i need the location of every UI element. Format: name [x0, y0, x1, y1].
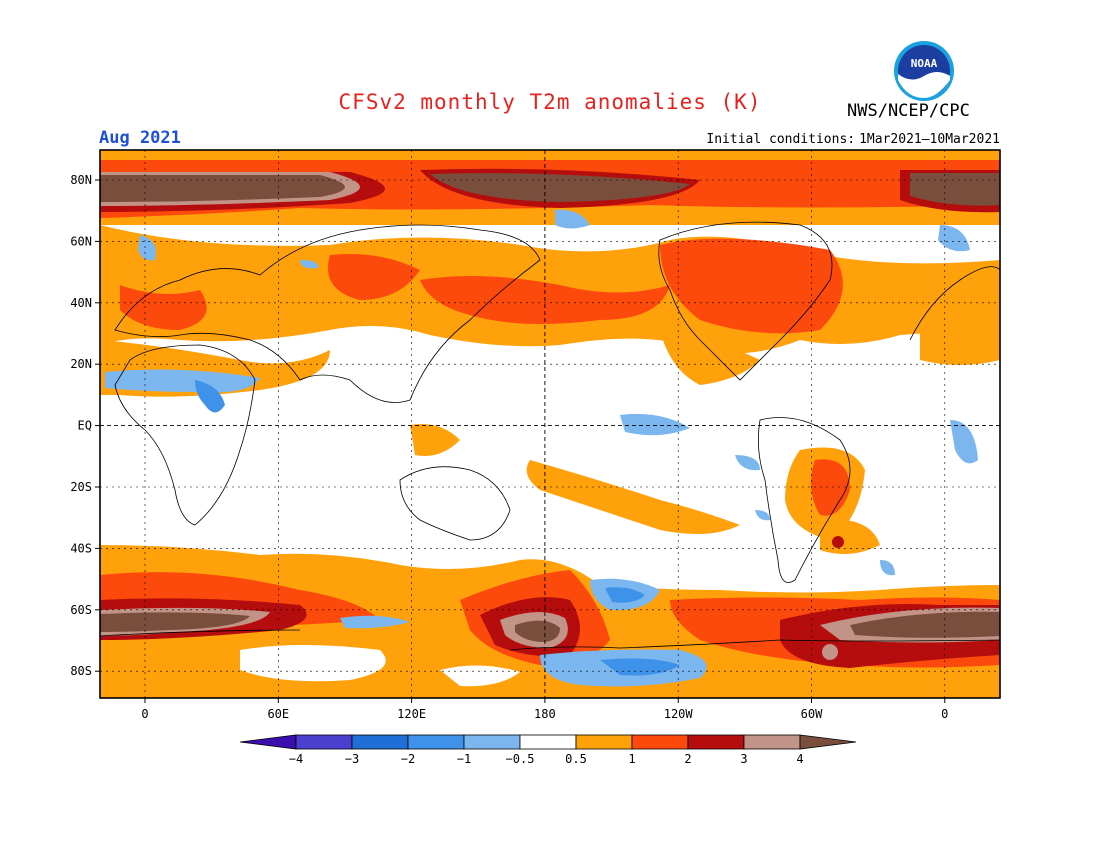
- initial-conditions-value: 1Mar2021–10Mar2021: [859, 132, 1000, 147]
- forecast-month: Aug 2021: [99, 128, 181, 148]
- initial-conditions: Initial conditions: 1Mar2021–10Mar2021: [702, 132, 1000, 147]
- latitude-axis: 80N 60N 40N 20N EQ 20S 40S 60S 80S: [70, 173, 100, 678]
- legend-swatch: [519, 734, 577, 750]
- lon-label: 120E: [397, 707, 426, 721]
- lat-label: 20N: [70, 357, 92, 371]
- lat-label: 60S: [70, 603, 92, 617]
- lon-label: 0: [141, 707, 148, 721]
- legend-swatch: [463, 734, 521, 750]
- legend-swatch: [575, 734, 633, 750]
- legend-swatch: [687, 734, 745, 750]
- lat-label: 80N: [70, 173, 92, 187]
- lon-label: 60E: [267, 707, 289, 721]
- graticule: [100, 150, 1000, 698]
- lon-label: 180: [534, 707, 556, 721]
- legend-tick-label: −2: [401, 752, 415, 766]
- lon-label: 120W: [664, 707, 694, 721]
- legend-tick-label: 4: [796, 752, 803, 766]
- legend-tick-label: −1: [457, 752, 471, 766]
- legend-tick-label: 3: [740, 752, 747, 766]
- color-legend: −4 −3 −2 −1 −0.5 0.5 1 2 3 4: [239, 734, 857, 766]
- legend-tick-label: 0.5: [565, 752, 587, 766]
- lon-label: 60W: [801, 707, 823, 721]
- legend-tick-label: −4: [289, 752, 303, 766]
- legend-tick-label: 1: [628, 752, 635, 766]
- legend-tick-label: 2: [684, 752, 691, 766]
- lon-label: 0: [941, 707, 948, 721]
- lat-label: 40N: [70, 296, 92, 310]
- chart-title: CFSv2 monthly T2m anomalies (K): [338, 90, 762, 114]
- lat-label: EQ: [78, 419, 92, 433]
- agency-label: NWS/NCEP/CPC: [847, 101, 970, 121]
- legend-swatch: [631, 734, 689, 750]
- map-frame: [99, 149, 1001, 699]
- noaa-logo: NOAA: [894, 41, 954, 101]
- lat-label: 60N: [70, 234, 92, 248]
- lat-label: 20S: [70, 480, 92, 494]
- legend-swatch: [351, 734, 409, 750]
- legend-swatch: [407, 734, 465, 750]
- longitude-axis: 0 60E 120E 180 120W 60W 0: [141, 698, 948, 721]
- legend-tick-label: −3: [345, 752, 359, 766]
- lat-label: 40S: [70, 541, 92, 555]
- anomaly-field: [100, 150, 1000, 698]
- legend-tick-label: −0.5: [506, 752, 535, 766]
- lat-label: 80S: [70, 664, 92, 678]
- coastlines: [100, 221, 1000, 651]
- svg-text:NOAA: NOAA: [911, 57, 938, 70]
- legend-swatch-min: [239, 734, 297, 750]
- initial-conditions-label: Initial conditions:: [706, 132, 856, 147]
- legend-swatch: [743, 734, 801, 750]
- legend-swatch: [295, 734, 353, 750]
- legend-swatch-max: [799, 734, 857, 750]
